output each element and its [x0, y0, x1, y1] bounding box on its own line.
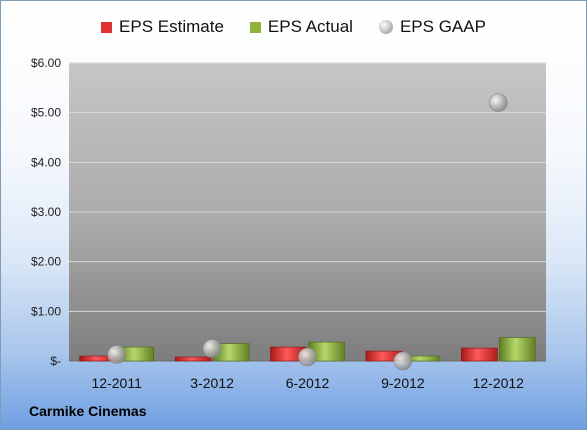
- point-eps-gaap: [202, 339, 222, 358]
- bars: [79, 337, 536, 362]
- bar-eps-estimate: [460, 347, 498, 362]
- legend-label-gaap: EPS GAAP: [399, 17, 486, 36]
- y-tick-label: $4.00: [31, 155, 61, 169]
- legend-item-eps-estimate: EPS Estimate: [101, 17, 224, 37]
- x-tick-label: 9-2012: [381, 375, 425, 391]
- y-tick-label: $1.00: [31, 304, 61, 318]
- legend-swatch-actual: [249, 21, 261, 33]
- legend-item-eps-actual: EPS Actual: [249, 17, 353, 37]
- bar-eps-estimate: [365, 350, 403, 362]
- point-eps-gaap: [107, 345, 126, 364]
- legend-item-eps-gaap: EPS GAAP: [378, 17, 486, 37]
- point-eps-gaap: [393, 351, 413, 371]
- legend-label-actual: EPS Actual: [267, 17, 353, 36]
- gaap-points: [107, 93, 508, 371]
- x-tick-label: 12-2011: [92, 375, 143, 391]
- legend-swatch-gaap: [378, 20, 393, 34]
- bar-eps-actual: [117, 346, 154, 362]
- plot-area: [69, 63, 546, 361]
- gridlines: [69, 62, 546, 362]
- legend: EPS Estimate EPS Actual EPS GAAP: [1, 17, 586, 37]
- x-tick-label: 6-2012: [286, 375, 330, 391]
- bar-eps-estimate: [270, 346, 307, 362]
- legend-label-estimate: EPS Estimate: [119, 17, 224, 36]
- bar-eps-actual: [403, 355, 441, 362]
- bar-eps-actual: [308, 341, 345, 362]
- x-axis: 12-2011 3-2012 6-2012 9-2012 12-2012: [92, 375, 525, 391]
- point-eps-gaap: [298, 347, 317, 367]
- y-tick-label: $2.00: [31, 255, 61, 269]
- y-axis: $- $1.00 $2.00 $3.00 $4.00 $5.00 $6.00: [31, 56, 61, 368]
- bar-eps-estimate: [174, 356, 212, 362]
- y-tick-label: $-: [50, 354, 61, 368]
- legend-swatch-estimate: [101, 21, 113, 33]
- bar-eps-actual: [498, 337, 536, 362]
- x-tick-label: 3-2012: [190, 375, 234, 391]
- y-tick-label: $3.00: [31, 205, 61, 219]
- y-tick-label: $5.00: [31, 106, 61, 120]
- bar-eps-estimate: [79, 355, 116, 362]
- x-tick-label: 12-2012: [473, 375, 525, 391]
- y-tick-label: $6.00: [31, 56, 61, 70]
- company-name: Carmike Cinemas: [29, 403, 147, 419]
- point-eps-gaap: [488, 93, 508, 113]
- bar-eps-actual: [212, 343, 250, 362]
